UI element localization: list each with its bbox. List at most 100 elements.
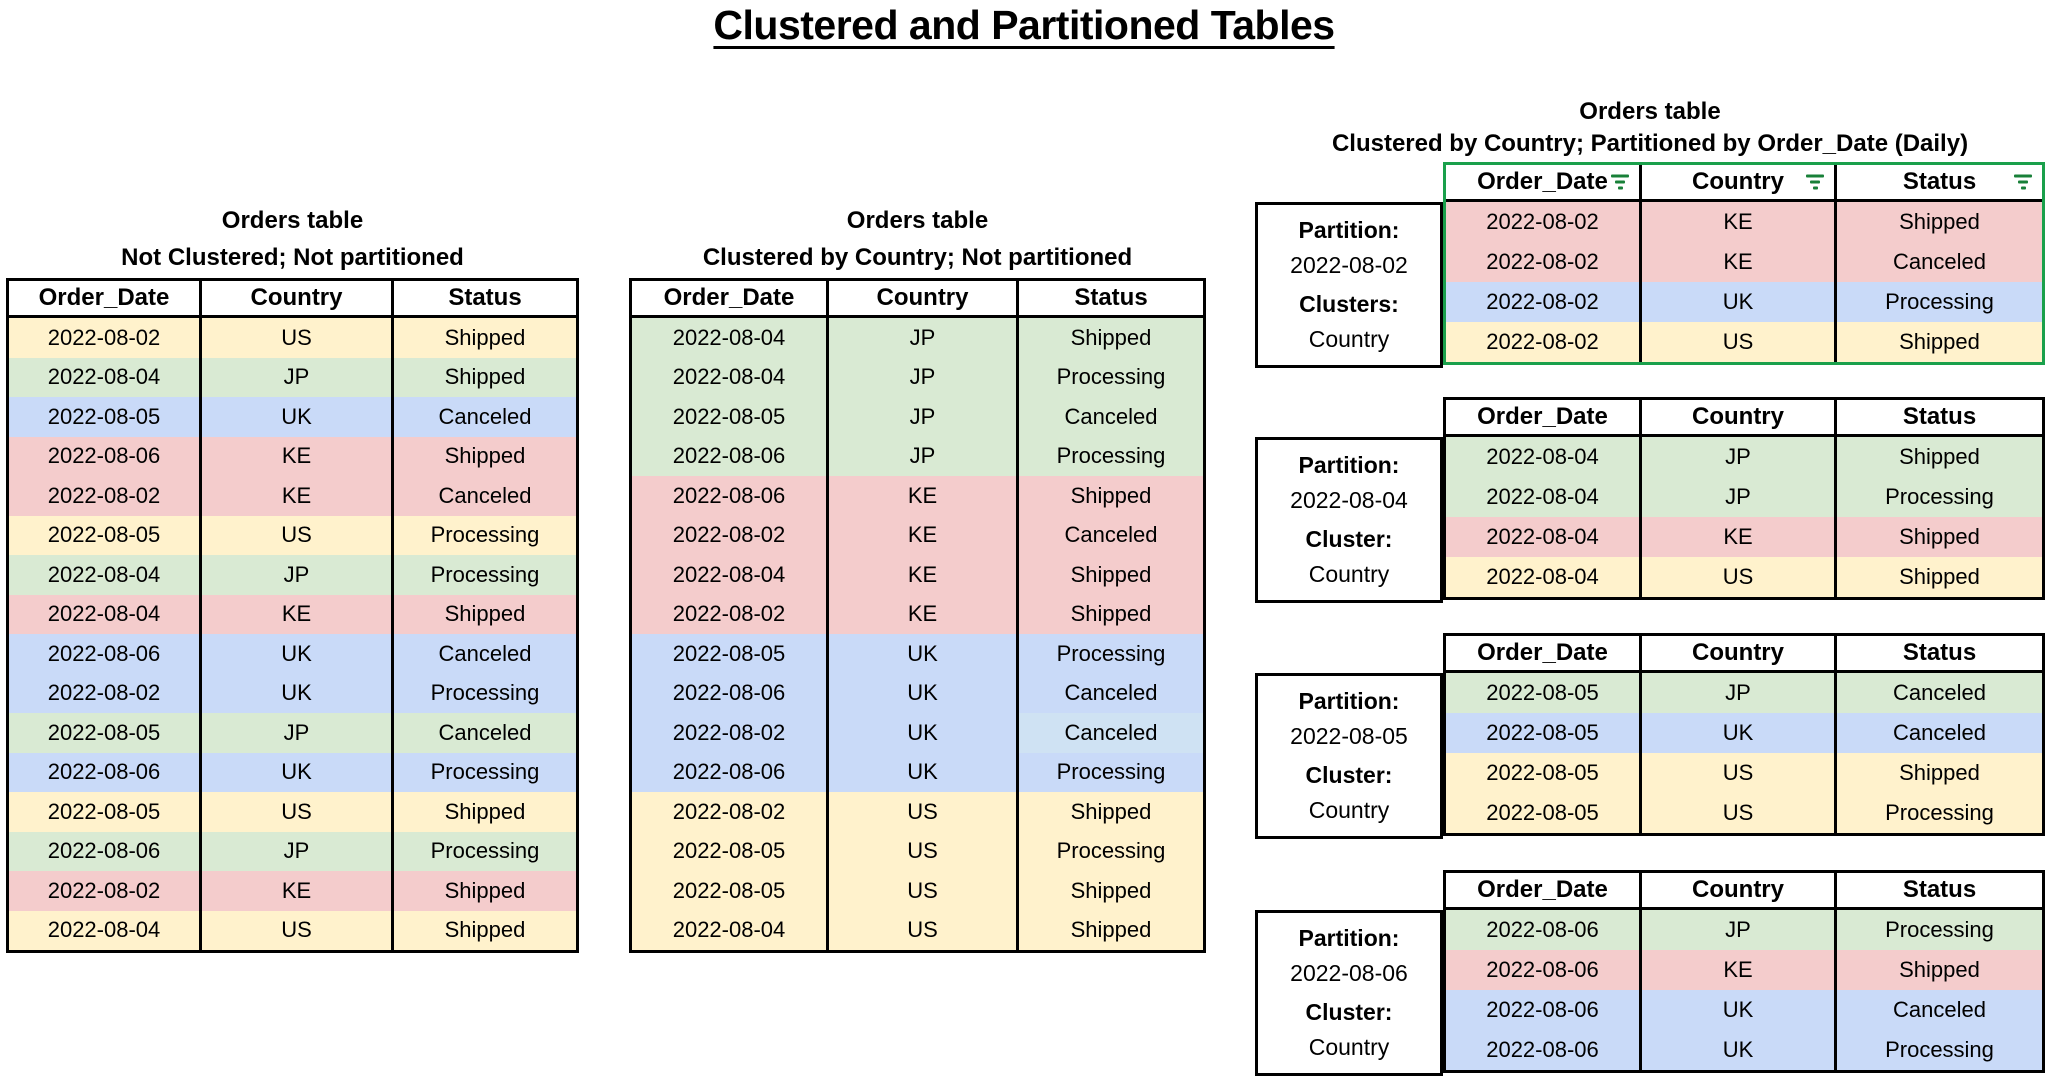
partition-label-box: Partition: 2022-08-05 Cluster: Country (1255, 673, 1443, 839)
column-header-label: Country (250, 284, 343, 311)
column-header-country: Country (1639, 400, 1834, 437)
country-cell: US (1639, 322, 1834, 362)
order-date-cell: 2022-08-02 (9, 476, 199, 516)
status-cell: Canceled (1016, 397, 1203, 437)
status-cell: Shipped (391, 910, 576, 950)
status-cell: Shipped (391, 318, 576, 358)
column-header-order-date: Order_Date (1446, 400, 1639, 437)
column-header-status: Status (391, 281, 576, 318)
status-cell: Canceled (1834, 673, 2042, 713)
column-header-label: Status (448, 284, 522, 311)
column-header-label: Status (1902, 403, 1977, 430)
partition-label-box: Partition: 2022-08-04 Cluster: Country (1255, 437, 1443, 603)
orders-partition-table-2022-08-05: Order_Date Country Status 2022-08-05 JP Cance… (1443, 633, 2045, 836)
status-cell: Processing (1834, 910, 2042, 950)
order-date-cell: 2022-08-02 (1446, 242, 1639, 282)
column-header-label: Status (1902, 876, 1977, 903)
status-cell: Shipped (1834, 322, 2042, 362)
country-cell: US (199, 910, 391, 950)
order-date-cell: 2022-08-05 (632, 831, 826, 871)
status-cell: Shipped (1016, 871, 1203, 911)
country-cell: UK (1639, 282, 1834, 322)
partition-info: Partition: 2022-08-02 (1260, 213, 1438, 283)
status-cell: Shipped (1016, 910, 1203, 950)
order-date-cell: 2022-08-06 (1446, 910, 1639, 950)
middle-table-title-line2: Clustered by Country; Not partitioned (702, 244, 1133, 271)
status-cell: Processing (391, 831, 576, 871)
cluster-value: Country (1308, 326, 1390, 352)
status-cell: Shipped (1016, 318, 1203, 358)
status-cell: Shipped (1834, 202, 2042, 242)
orders-table-clustered: Order_Date Country Status 2022-08-04 JP Shipp… (629, 278, 1206, 953)
orders-partition-table-2022-08-04: Order_Date Country Status 2022-08-04 JP Shipp… (1443, 397, 2045, 600)
order-date-cell: 2022-08-02 (9, 318, 199, 358)
page-title-text: Clustered and Partitioned Tables (713, 2, 1335, 48)
country-cell: UK (826, 673, 1016, 713)
status-cell: Canceled (1016, 673, 1203, 713)
right-section-title: Orders table Clustered by Country; Parti… (1255, 96, 2045, 160)
cluster-label: Cluster: (1305, 999, 1393, 1025)
partition-value: 2022-08-04 (1290, 487, 1408, 513)
partition-block-2022-08-02: Partition: 2022-08-02 Clusters: Country … (1255, 162, 2045, 368)
status-cell: Processing (391, 752, 576, 792)
country-cell: US (826, 831, 1016, 871)
column-header-country: Country (1639, 165, 1834, 202)
status-cell: Shipped (1834, 950, 2042, 990)
column-header-label: Status (1902, 639, 1977, 666)
column-header-label: Order_Date (1477, 168, 1608, 195)
country-cell: KE (1639, 950, 1834, 990)
partition-value: 2022-08-05 (1290, 723, 1408, 749)
cluster-info: Cluster: Country (1260, 758, 1438, 828)
partition-block-2022-08-05: Partition: 2022-08-05 Cluster: Country O… (1255, 633, 2045, 839)
status-cell: Canceled (1834, 990, 2042, 1030)
order-date-cell: 2022-08-06 (1446, 1030, 1639, 1070)
country-cell: JP (1639, 910, 1834, 950)
order-date-cell: 2022-08-05 (1446, 753, 1639, 793)
status-cell: Canceled (1016, 515, 1203, 555)
filter-icon (1806, 174, 1824, 190)
column-header-label: Country (876, 284, 969, 311)
cluster-label: Cluster: (1305, 526, 1393, 552)
column-header-country: Country (199, 281, 391, 318)
order-date-cell: 2022-08-04 (632, 910, 826, 950)
country-cell: JP (826, 357, 1016, 397)
country-cell: KE (199, 594, 391, 634)
column-header-label: Country (1692, 403, 1784, 430)
cluster-value: Country (1308, 1034, 1390, 1060)
order-date-cell: 2022-08-06 (1446, 950, 1639, 990)
order-date-cell: 2022-08-04 (9, 357, 199, 397)
country-cell: KE (199, 436, 391, 476)
country-cell: JP (199, 555, 391, 595)
order-date-cell: 2022-08-04 (9, 594, 199, 634)
status-cell: Shipped (1834, 753, 2042, 793)
status-cell: Canceled (391, 634, 576, 674)
status-cell: Shipped (1834, 517, 2042, 557)
order-date-cell: 2022-08-06 (9, 752, 199, 792)
order-date-cell: 2022-08-02 (1446, 202, 1639, 242)
partition-info: Partition: 2022-08-05 (1260, 684, 1438, 754)
country-cell: KE (826, 476, 1016, 516)
order-date-cell: 2022-08-02 (9, 673, 199, 713)
partition-info: Partition: 2022-08-06 (1260, 921, 1438, 991)
country-cell: KE (1639, 242, 1834, 282)
order-date-cell: 2022-08-02 (632, 594, 826, 634)
cluster-value: Country (1308, 561, 1390, 587)
column-header-order-date: Order_Date (1446, 873, 1639, 910)
order-date-cell: 2022-08-02 (9, 871, 199, 911)
status-cell: Shipped (1016, 555, 1203, 595)
status-cell: Processing (1834, 1030, 2042, 1070)
status-cell: Processing (1016, 831, 1203, 871)
orders-partition-table-2022-08-02: Order_Date Country Status 2022-08-02 KE Shipp… (1443, 162, 2045, 365)
filter-icon (2014, 174, 2032, 190)
order-date-cell: 2022-08-04 (1446, 517, 1639, 557)
cluster-info: Clusters: Country (1260, 287, 1438, 357)
column-header-label: Country (1692, 168, 1784, 195)
column-header-label: Status (1074, 284, 1148, 311)
country-cell: JP (199, 831, 391, 871)
country-cell: US (826, 871, 1016, 911)
order-date-cell: 2022-08-05 (1446, 793, 1639, 833)
order-date-cell: 2022-08-04 (632, 555, 826, 595)
order-date-cell: 2022-08-04 (632, 318, 826, 358)
status-cell: Processing (1834, 282, 2042, 322)
